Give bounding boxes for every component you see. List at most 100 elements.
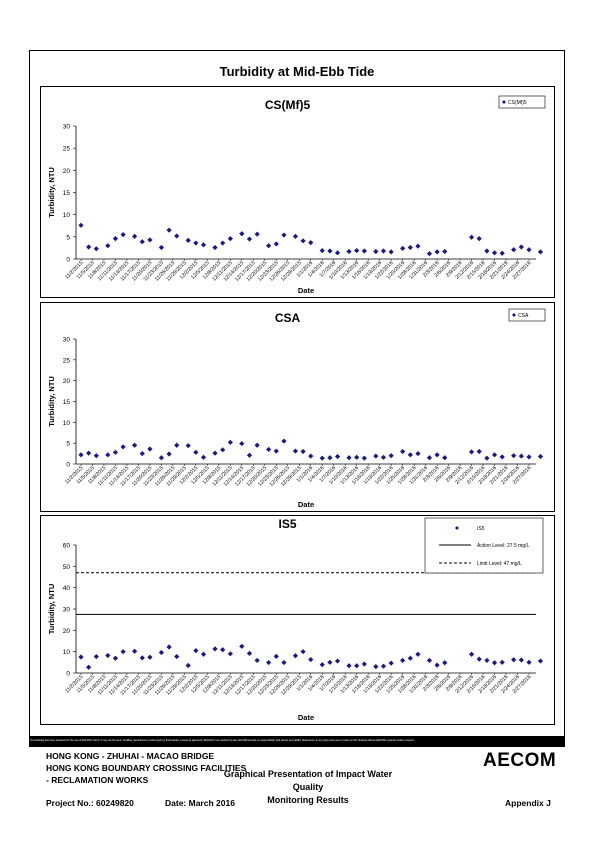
data-point xyxy=(200,651,207,657)
data-point xyxy=(499,659,505,665)
data-point xyxy=(281,659,287,666)
data-point xyxy=(526,454,532,460)
y-tick-label: 30 xyxy=(63,337,71,344)
data-point xyxy=(518,453,524,459)
panel-border xyxy=(40,86,555,298)
data-point xyxy=(380,663,387,669)
data-point xyxy=(78,452,84,458)
data-point xyxy=(158,455,165,461)
y-tick-label: 0 xyxy=(66,257,70,264)
data-point xyxy=(86,664,92,670)
data-point xyxy=(361,455,367,461)
panel-border xyxy=(40,302,555,512)
data-point xyxy=(426,251,433,257)
legend-label: Limit Level: 47 mg/L xyxy=(477,561,522,567)
data-point xyxy=(292,448,299,454)
data-point xyxy=(537,249,544,255)
drawing-frame xyxy=(29,50,565,747)
data-point xyxy=(166,644,172,650)
project-line-1: HONG KONG - ZHUHAI - MACAO BRIDGE xyxy=(46,751,215,761)
data-point xyxy=(319,247,325,254)
y-tick-label: 10 xyxy=(63,649,71,656)
subtitle-line-2: Monitoring Results xyxy=(267,795,349,805)
data-point xyxy=(526,247,532,253)
data-point xyxy=(388,660,394,666)
data-point xyxy=(308,656,314,663)
data-point xyxy=(426,657,433,664)
data-point xyxy=(220,240,226,246)
data-point xyxy=(132,233,138,239)
data-point xyxy=(434,662,440,668)
data-point xyxy=(484,657,490,664)
data-point xyxy=(78,654,84,660)
drawing-date: Date: March 2016 xyxy=(165,798,235,808)
data-point xyxy=(132,442,138,448)
data-point xyxy=(308,453,314,459)
data-point xyxy=(499,250,505,256)
data-point xyxy=(442,455,448,461)
y-tick-label: 5 xyxy=(66,441,70,448)
data-point xyxy=(112,655,119,661)
data-point xyxy=(200,242,207,248)
data-point xyxy=(273,448,279,454)
data-point xyxy=(120,444,126,450)
data-point xyxy=(212,244,218,251)
data-point xyxy=(93,653,99,660)
data-point xyxy=(511,657,517,663)
data-point xyxy=(227,651,233,657)
data-point xyxy=(212,450,218,456)
data-point xyxy=(86,450,92,456)
project-line-3: - RECLAMATION WORKS xyxy=(46,775,149,785)
data-point xyxy=(300,238,306,244)
data-point xyxy=(400,448,406,455)
data-point xyxy=(373,248,379,255)
legend-box xyxy=(508,308,546,322)
data-point xyxy=(327,659,333,665)
x-axis-label: Date xyxy=(298,286,314,295)
data-point xyxy=(388,249,394,255)
data-point xyxy=(354,454,360,460)
data-point xyxy=(185,443,191,449)
data-point xyxy=(93,453,99,459)
data-point xyxy=(491,250,498,256)
chart-title: CSA xyxy=(275,311,301,325)
chart-title: CS(Mf)5 xyxy=(265,98,311,112)
data-point xyxy=(193,240,199,246)
legend-marker xyxy=(502,100,506,104)
data-point xyxy=(476,236,482,242)
y-tick-label: 40 xyxy=(63,585,71,592)
y-tick-label: 25 xyxy=(63,357,71,364)
data-point xyxy=(518,244,524,250)
y-tick-label: 0 xyxy=(66,462,70,469)
data-point xyxy=(511,453,517,459)
data-point xyxy=(319,662,325,668)
data-point xyxy=(354,663,360,669)
data-point xyxy=(120,649,126,655)
data-point xyxy=(388,453,394,459)
data-point xyxy=(346,663,352,669)
subtitle-line-1: Graphical Presentation of Impact Water Q… xyxy=(223,769,393,792)
y-tick-label: 15 xyxy=(63,399,71,406)
data-point xyxy=(518,657,524,663)
drawing-subtitle: Graphical Presentation of Impact Water Q… xyxy=(208,768,408,807)
data-point xyxy=(415,450,421,457)
data-point xyxy=(361,248,367,254)
y-tick-label: 15 xyxy=(63,190,71,197)
data-point xyxy=(266,446,272,453)
aecom-logo: AECOM xyxy=(483,750,557,771)
data-point xyxy=(266,243,272,249)
data-point xyxy=(407,452,413,458)
data-point xyxy=(484,455,490,461)
y-tick-label: 25 xyxy=(63,146,71,153)
legend-label: IS5 xyxy=(477,526,485,532)
data-point xyxy=(166,451,172,457)
data-point xyxy=(468,651,475,657)
data-point xyxy=(193,648,199,654)
data-point xyxy=(319,455,325,461)
data-point xyxy=(511,247,517,253)
y-axis-label: Turbidity, NTU xyxy=(47,167,56,218)
y-tick-label: 60 xyxy=(63,543,71,550)
data-point xyxy=(174,233,180,239)
page-title: Turbidity at Mid-Ebb Tide xyxy=(219,64,375,79)
